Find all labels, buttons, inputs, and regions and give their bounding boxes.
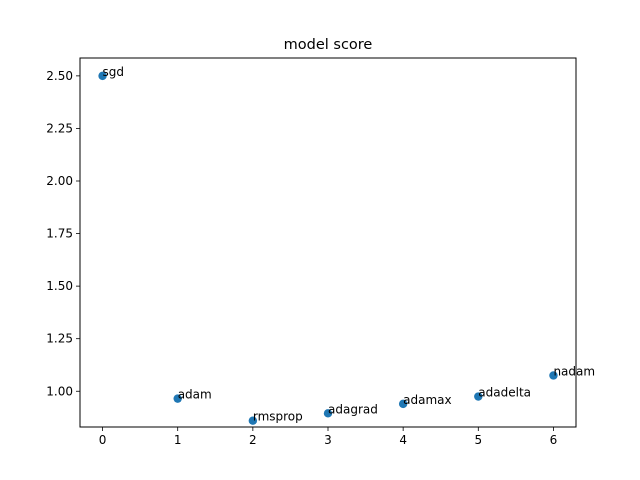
- x-tick-label: 0: [99, 433, 107, 447]
- x-tick-label: 5: [474, 433, 482, 447]
- chart-title: model score: [284, 37, 373, 53]
- x-tick-label: 4: [399, 433, 407, 447]
- x-axis: 0 1 2 3 4 5 6: [99, 427, 558, 447]
- data-label-adagrad: adagrad: [328, 402, 378, 416]
- data-points: [98, 71, 558, 425]
- data-point-sgd: [98, 71, 107, 81]
- data-point-nadam: [549, 371, 558, 380]
- data-label-adadelta: adadelta: [478, 386, 531, 400]
- y-tick-label: 1.50: [46, 279, 73, 293]
- x-tick-label: 6: [550, 433, 558, 447]
- data-point-rmsprop: [248, 416, 258, 425]
- x-tick-label: 2: [249, 433, 257, 447]
- x-tick-label: 3: [324, 433, 332, 447]
- data-label-adamax: adamax: [403, 393, 451, 407]
- data-label-nadam: nadam: [553, 364, 595, 378]
- y-tick-label: 2.50: [46, 69, 73, 83]
- y-tick-label: 2.00: [46, 174, 73, 188]
- data-point-adadelta: [474, 392, 483, 401]
- y-tick-label: 1.25: [46, 332, 73, 346]
- y-tick-label: 2.25: [46, 121, 73, 135]
- data-point-labels: sgd adam rmsprop adagrad adamax adadelta nadam: [103, 65, 596, 424]
- data-label-rmsprop: rmsprop: [253, 410, 303, 424]
- plot-frame: [79, 57, 577, 428]
- data-label-sgd: sgd: [103, 65, 125, 79]
- data-point-adagrad: [323, 409, 333, 418]
- y-tick-label: 1.00: [46, 384, 73, 398]
- x-tick-label: 1: [174, 433, 182, 447]
- data-label-adam: adam: [178, 388, 212, 402]
- data-point-adam: [173, 394, 182, 403]
- y-axis: 1.00 1.25 1.50 1.75 2.00 2.25 2.50: [46, 69, 80, 398]
- y-tick-label: 1.75: [46, 227, 73, 241]
- data-point-adamax: [398, 399, 408, 409]
